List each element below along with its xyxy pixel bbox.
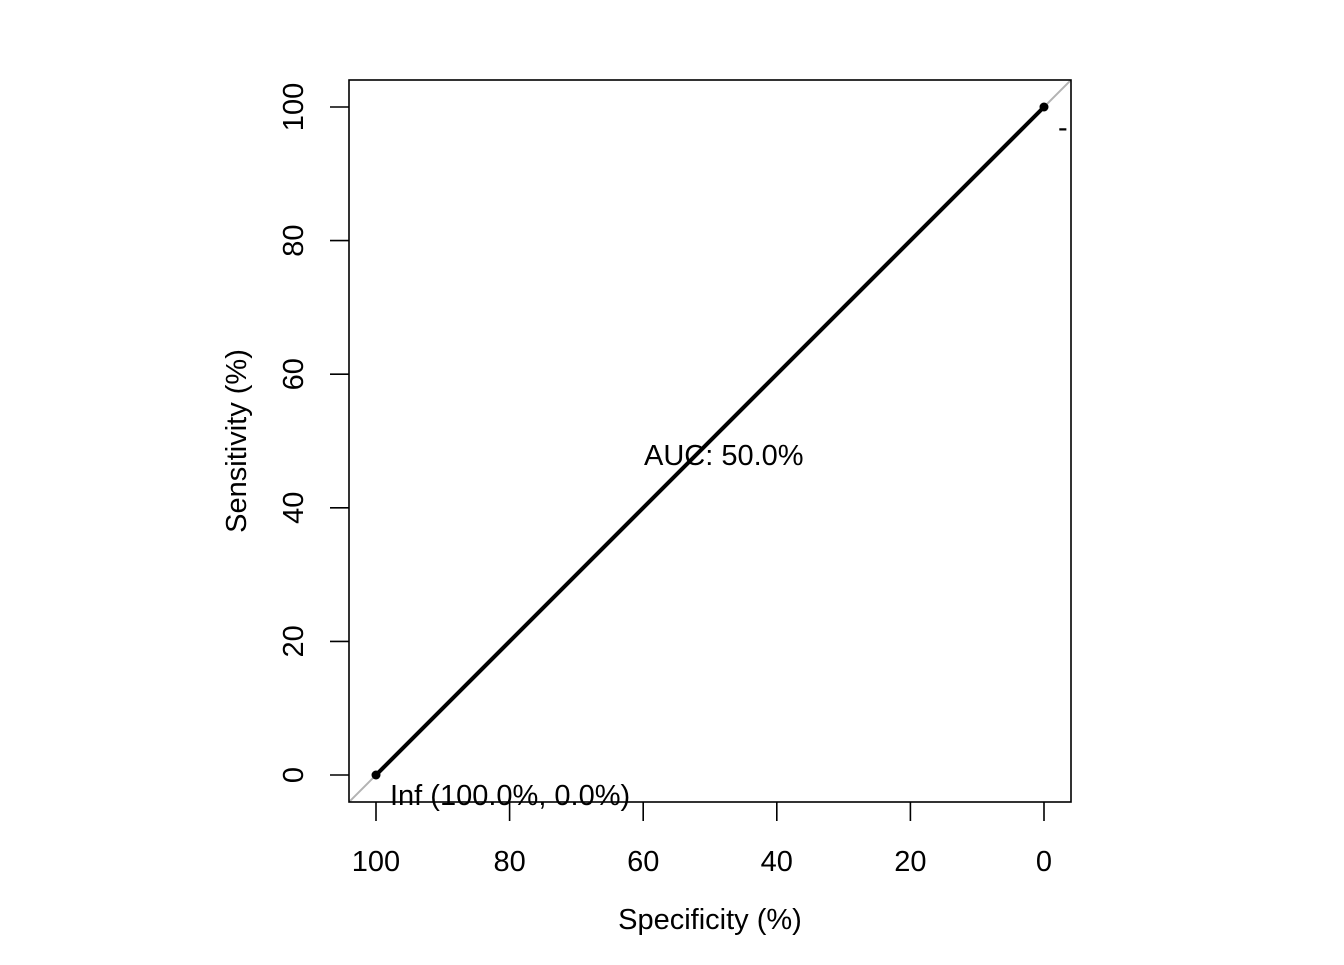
y-tick-label: 20: [278, 625, 310, 657]
y-axis-label: Sensitivity (%): [221, 349, 253, 533]
x-tick-label: 40: [761, 846, 793, 878]
y-tick-label: 60: [278, 358, 310, 390]
y-tick-label: 40: [278, 492, 310, 524]
x-tick-label: 80: [493, 846, 525, 878]
roc-curve-line: [374, 105, 1046, 777]
y-axis: 0 20 40 60 80 100: [278, 83, 349, 783]
x-axis-label: Specificity (%): [618, 904, 802, 936]
series-layer: [371, 102, 1049, 780]
y-tick-label: 80: [278, 224, 310, 256]
x-axis: 100 80 60 40 20 0: [352, 802, 1052, 878]
y-tick-label: 100: [278, 83, 310, 131]
threshold-point: [1039, 102, 1049, 112]
x-tick-label: 100: [352, 846, 400, 878]
plot-frame: [348, 79, 1072, 803]
label-layer: Inf (100.0%, 0.0%) - AUC: 50.0%: [390, 112, 1068, 812]
auc-annotation: AUC: 50.0%: [644, 440, 804, 472]
threshold-label: -: [1058, 112, 1068, 144]
x-tick-label: 60: [627, 846, 659, 878]
threshold-point: [371, 770, 381, 780]
y-tick-label: 0: [278, 767, 310, 783]
threshold-label: Inf (100.0%, 0.0%): [390, 780, 630, 812]
x-tick-label: 20: [894, 846, 926, 878]
x-tick-label: 0: [1036, 846, 1052, 878]
